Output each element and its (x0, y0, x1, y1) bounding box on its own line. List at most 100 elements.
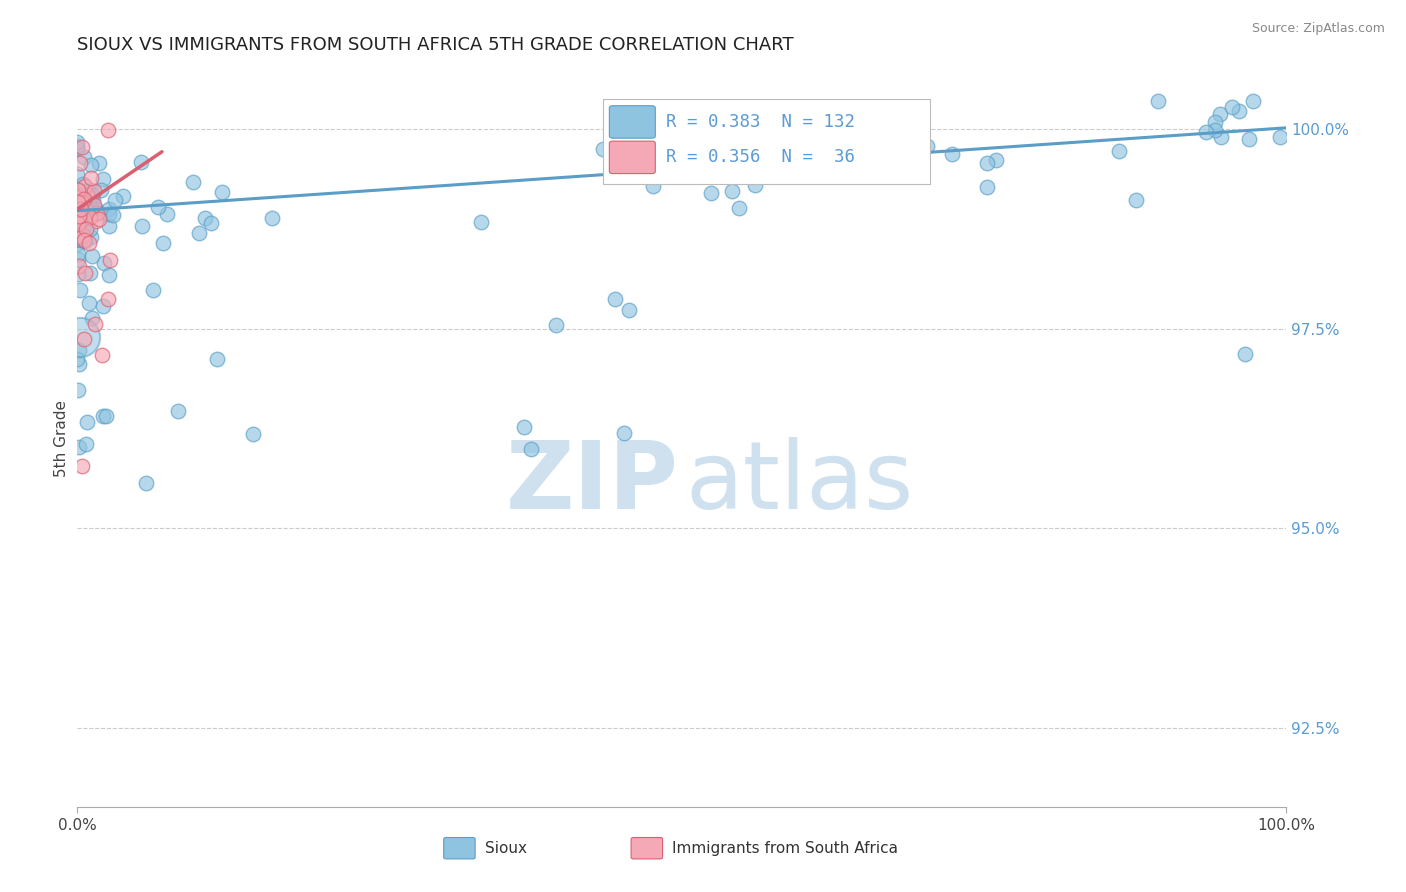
Point (1125, 193, 1147, 207)
Point (70, 202, 93, 217)
Point (1209, 107, 1232, 121)
Point (546, 318, 568, 332)
Point (70, 139, 93, 153)
Point (778, 149, 800, 163)
Point (976, 156, 998, 170)
Point (83, 184, 105, 198)
Point (84, 318, 107, 332)
Point (67, 187, 90, 202)
Point (87, 155, 110, 169)
Point (66, 206, 89, 220)
Point (73, 203, 96, 218)
Point (131, 219, 153, 233)
Point (513, 420, 536, 434)
Point (73, 192, 96, 206)
Point (73, 229, 96, 244)
Point (134, 476, 156, 491)
Point (79, 296, 101, 310)
Point (86, 202, 108, 216)
Point (86, 205, 108, 219)
Point (80, 249, 103, 263)
Point (67, 217, 90, 231)
Point (75, 266, 97, 280)
Point (148, 200, 170, 214)
Point (67, 210, 90, 224)
Point (69, 211, 91, 225)
Point (1204, 115, 1226, 129)
Text: R = 0.383  N = 132: R = 0.383 N = 132 (666, 113, 855, 131)
Point (66, 182, 89, 196)
Point (167, 403, 190, 417)
Point (592, 142, 614, 156)
Point (91, 299, 114, 313)
Point (66, 190, 89, 204)
Point (640, 137, 662, 152)
Point (67, 232, 90, 246)
Point (67, 440, 90, 454)
Point (1241, 95, 1264, 109)
Point (211, 186, 233, 200)
Point (66, 211, 89, 225)
Point (77, 235, 100, 250)
Point (66, 247, 89, 261)
Point (66, 136, 89, 150)
Point (75, 184, 97, 198)
Point (80, 157, 103, 171)
Point (242, 427, 264, 442)
Point (101, 208, 124, 222)
Point (193, 211, 215, 225)
Point (1220, 100, 1243, 114)
Point (66, 139, 89, 153)
Point (75, 201, 97, 215)
Point (1227, 103, 1250, 118)
Point (97, 268, 120, 282)
Point (89, 211, 111, 226)
Point (70, 229, 93, 244)
Point (70, 233, 93, 247)
Text: Immigrants from South Africa: Immigrants from South Africa (672, 840, 898, 855)
Point (79, 183, 101, 197)
Point (82, 311, 104, 326)
Point (72, 197, 94, 211)
Point (93, 256, 115, 270)
Point (72, 177, 94, 191)
Point (73, 196, 96, 211)
Point (72, 220, 94, 235)
Point (1233, 347, 1256, 361)
Point (79, 266, 101, 280)
Point (69, 283, 91, 297)
Point (91, 172, 114, 186)
Point (76, 195, 98, 210)
Point (66, 252, 89, 267)
Point (73, 198, 96, 212)
Point (69, 330, 91, 344)
FancyBboxPatch shape (609, 141, 655, 174)
Point (984, 153, 1007, 167)
Point (76, 415, 98, 429)
Point (941, 147, 963, 161)
Point (842, 138, 865, 153)
Point (72, 150, 94, 164)
Point (111, 189, 134, 203)
Point (91, 409, 114, 423)
Point (66, 383, 89, 397)
Point (666, 134, 689, 148)
Text: atlas: atlas (686, 437, 914, 529)
Point (75, 179, 97, 194)
Point (817, 113, 839, 128)
Point (79, 221, 101, 235)
Point (200, 216, 222, 230)
Point (187, 226, 209, 240)
Point (98, 253, 121, 268)
Point (152, 236, 174, 251)
FancyBboxPatch shape (603, 99, 929, 184)
Text: R = 0.356  N =  36: R = 0.356 N = 36 (666, 148, 855, 167)
FancyBboxPatch shape (609, 106, 655, 138)
Point (67, 227, 90, 241)
Point (66, 237, 89, 252)
Point (97, 122, 120, 136)
Point (73, 234, 96, 248)
Point (1237, 132, 1260, 146)
Point (66, 167, 89, 181)
Point (470, 215, 492, 229)
